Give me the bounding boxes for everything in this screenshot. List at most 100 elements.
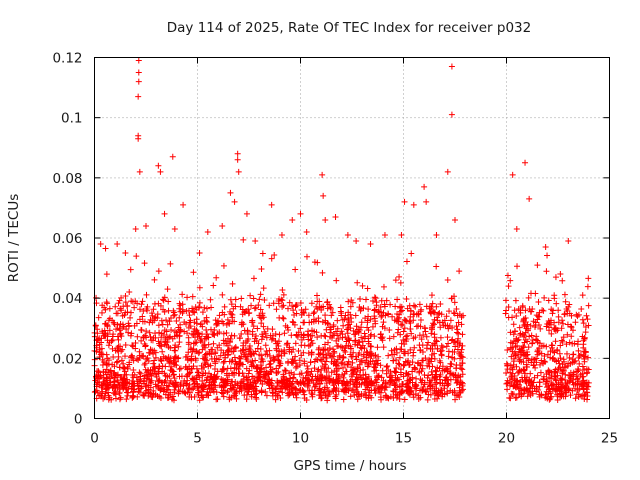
roti-point <box>237 348 244 355</box>
roti-peak-point <box>542 244 549 251</box>
roti-point <box>118 357 125 364</box>
roti-point <box>253 396 260 403</box>
roti-point <box>162 391 169 398</box>
roti-point <box>138 337 145 344</box>
roti-point <box>567 392 574 399</box>
roti-peak-point <box>132 225 139 232</box>
roti-point <box>300 349 307 356</box>
roti-point <box>416 301 423 308</box>
roti-point <box>176 366 183 373</box>
roti-point <box>273 369 280 376</box>
roti-point <box>358 324 365 331</box>
roti-point <box>159 348 166 355</box>
roti-point <box>249 358 256 365</box>
roti-point <box>340 322 347 329</box>
roti-point <box>97 392 104 399</box>
roti-peak-point <box>135 69 142 76</box>
roti-point <box>419 357 426 364</box>
roti-point <box>579 363 586 370</box>
roti-point <box>264 351 271 358</box>
roti-point <box>548 342 555 349</box>
roti-point <box>384 363 391 370</box>
roti-point <box>224 388 231 395</box>
roti-point <box>337 343 344 350</box>
roti-point <box>372 364 379 371</box>
roti-point <box>459 380 466 387</box>
roti-point <box>533 333 540 340</box>
roti-point <box>317 392 324 399</box>
roti-point <box>186 393 193 400</box>
roti-point <box>512 343 519 350</box>
roti-point <box>303 396 310 403</box>
roti-point <box>415 322 422 329</box>
roti-point <box>504 386 511 393</box>
roti-point <box>165 307 172 314</box>
roti-point <box>503 369 510 376</box>
roti-peak-point <box>552 274 559 281</box>
roti-point <box>203 333 210 340</box>
roti-point <box>248 302 255 309</box>
roti-peak-point <box>433 231 440 238</box>
roti-point <box>378 396 385 403</box>
roti-point <box>306 387 313 394</box>
roti-point <box>97 373 104 380</box>
roti-point <box>344 330 351 337</box>
roti-point <box>218 318 225 325</box>
roti-point <box>416 342 423 349</box>
roti-point <box>145 386 152 393</box>
roti-point <box>449 324 456 331</box>
roti-point <box>558 337 565 344</box>
roti-point <box>444 368 451 375</box>
roti-point <box>564 331 571 338</box>
roti-point <box>164 356 171 363</box>
roti-point <box>428 355 435 362</box>
roti-point <box>428 368 435 375</box>
roti-point <box>176 314 183 321</box>
roti-point <box>258 320 265 327</box>
roti-peak-point <box>114 241 121 248</box>
roti-point <box>125 329 132 336</box>
roti-point <box>345 382 352 389</box>
roti-point <box>450 310 457 317</box>
roti-point <box>130 343 137 350</box>
roti-point <box>387 301 394 308</box>
roti-point <box>279 286 286 293</box>
roti-point <box>104 337 111 344</box>
roti-point <box>198 335 205 342</box>
roti-point <box>559 277 566 284</box>
roti-point <box>544 320 551 327</box>
roti-point <box>138 383 145 390</box>
roti-point <box>221 358 228 365</box>
roti-point <box>237 355 244 362</box>
roti-point <box>249 331 256 338</box>
roti-point <box>393 384 400 391</box>
roti-point <box>165 298 172 305</box>
roti-peak-point <box>97 241 104 248</box>
roti-point <box>326 301 333 308</box>
roti-point <box>300 319 307 326</box>
roti-point <box>273 340 280 347</box>
roti-point <box>342 334 349 341</box>
roti-point <box>398 307 405 314</box>
roti-point <box>213 321 220 328</box>
roti-point <box>581 366 588 373</box>
roti-point <box>553 347 560 354</box>
roti-point <box>569 327 576 334</box>
roti-point <box>96 349 103 356</box>
roti-point <box>545 388 552 395</box>
roti-peak-point <box>319 171 326 178</box>
roti-point <box>196 374 203 381</box>
roti-point <box>383 297 390 304</box>
roti-point <box>459 331 466 338</box>
roti-point <box>258 336 265 343</box>
roti-point <box>286 382 293 389</box>
roti-point <box>102 390 109 397</box>
roti-point <box>186 381 193 388</box>
roti-peak-point <box>219 222 226 229</box>
roti-point <box>552 338 559 345</box>
roti-point <box>447 317 454 324</box>
roti-point <box>364 363 371 370</box>
roti-point <box>269 326 276 333</box>
roti-point <box>339 371 346 378</box>
roti-point <box>187 323 194 330</box>
